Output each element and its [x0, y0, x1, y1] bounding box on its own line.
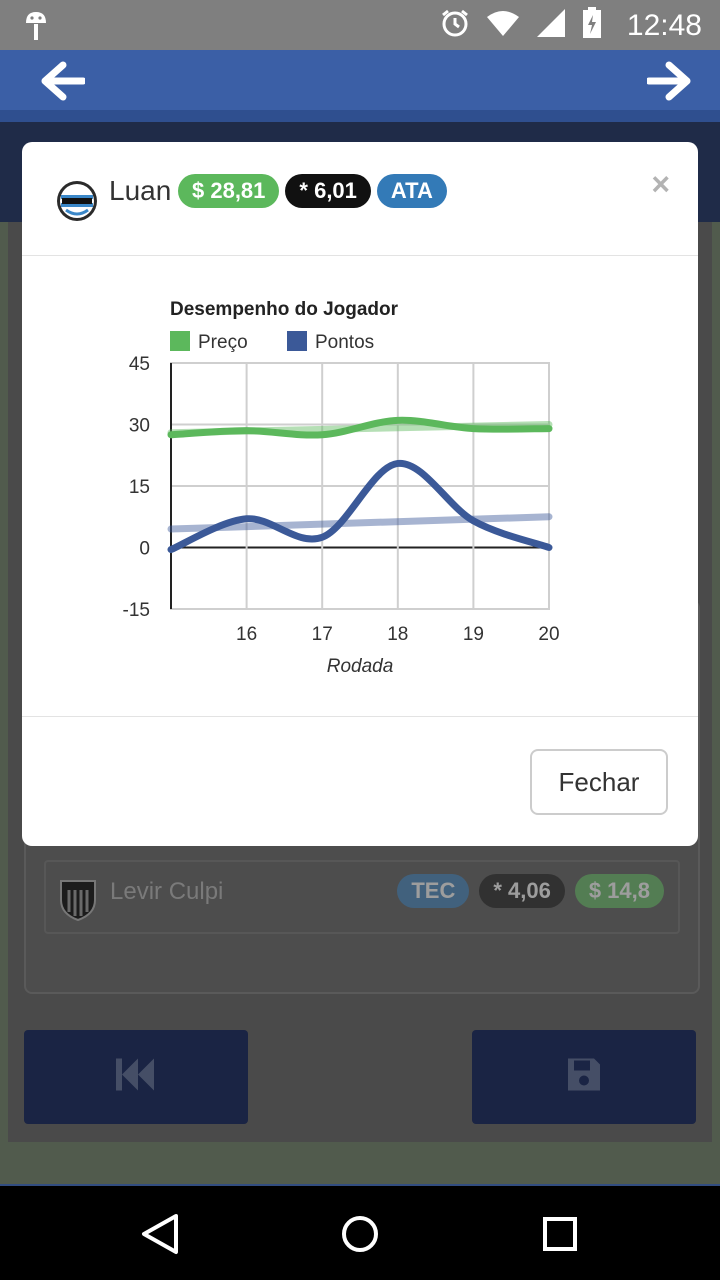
- background-pills: TEC * 4,06 $ 14,8: [397, 874, 664, 908]
- x-tick-label: 20: [538, 624, 559, 645]
- clock: 12:48: [626, 9, 702, 42]
- close-icon[interactable]: ×: [651, 166, 670, 202]
- app-bar-shadow: [0, 110, 720, 122]
- performance-chart: Desempenho do Jogador Preço Pontos 45 30 15 0 -…: [123, 299, 560, 677]
- trendline-pontos: [167, 513, 553, 533]
- background-price-badge: $ 14,8: [574, 874, 664, 908]
- background-player-name: Levir Culpi: [110, 878, 224, 905]
- background-save-button: [472, 1030, 696, 1124]
- dialog-footer: Fechar: [22, 716, 698, 847]
- recents-square-icon[interactable]: [540, 1212, 580, 1261]
- chart-area: Desempenho do Jogador Preço Pontos 45 30 15 0 -…: [22, 256, 698, 716]
- x-tick-label: 17: [312, 624, 333, 645]
- y-tick-label: 15: [129, 477, 150, 498]
- position-badge: ATA: [376, 174, 447, 208]
- score-badge: * 6,01: [285, 174, 371, 208]
- background-rewind-button: [24, 1030, 248, 1124]
- status-bar: 12:48: [0, 0, 720, 50]
- series-line-pontos: [167, 459, 553, 554]
- app-bar: [0, 50, 720, 110]
- battery-icon: [582, 6, 602, 44]
- android-icon: [22, 10, 50, 47]
- back-triangle-icon[interactable]: [140, 1212, 180, 1261]
- x-tick-label: 18: [387, 624, 408, 645]
- y-tick-label: -15: [123, 600, 150, 621]
- legend-swatch-1: [170, 331, 190, 351]
- forward-arrow-icon[interactable]: [646, 58, 692, 104]
- fast-backward-icon: [116, 1057, 156, 1098]
- dialog-header: Luan $ 28,81 * 6,01 ATA ×: [22, 142, 698, 256]
- series-line-preço: [167, 416, 553, 439]
- back-arrow-icon[interactable]: [40, 58, 86, 104]
- close-dialog-button[interactable]: Fechar: [530, 749, 668, 815]
- player-name: Luan: [109, 175, 172, 206]
- x-tick-label: 16: [236, 624, 257, 645]
- player-performance-dialog: Luan $ 28,81 * 6,01 ATA × Desempenho do …: [22, 142, 698, 846]
- background-row: [44, 860, 680, 934]
- y-tick-label: 0: [139, 539, 150, 560]
- player-badges: $ 28,81 * 6,01 ATA: [178, 174, 447, 208]
- atletico-crest-icon: [58, 878, 98, 927]
- legend-swatch-2: [287, 331, 307, 351]
- y-tick-label: 45: [129, 354, 150, 375]
- home-circle-icon[interactable]: [340, 1212, 380, 1261]
- background-position-badge: TEC: [397, 874, 470, 908]
- alarm-icon: [440, 8, 470, 43]
- save-icon: [566, 1057, 602, 1098]
- x-tick-label: 19: [463, 624, 484, 645]
- system-navigation-bar: [0, 1184, 720, 1280]
- gremio-crest-icon: [56, 180, 98, 227]
- x-axis-label: Rodada: [327, 656, 394, 677]
- y-tick-label: 30: [129, 416, 150, 437]
- legend-label-2: Pontos: [315, 332, 374, 353]
- chart-title: Desempenho do Jogador: [170, 299, 399, 320]
- background-score-badge: * 4,06: [479, 874, 565, 908]
- legend-label-1: Preço: [198, 332, 248, 353]
- price-badge: $ 28,81: [178, 174, 280, 208]
- wifi-icon: [486, 9, 520, 42]
- signal-icon: [536, 8, 566, 43]
